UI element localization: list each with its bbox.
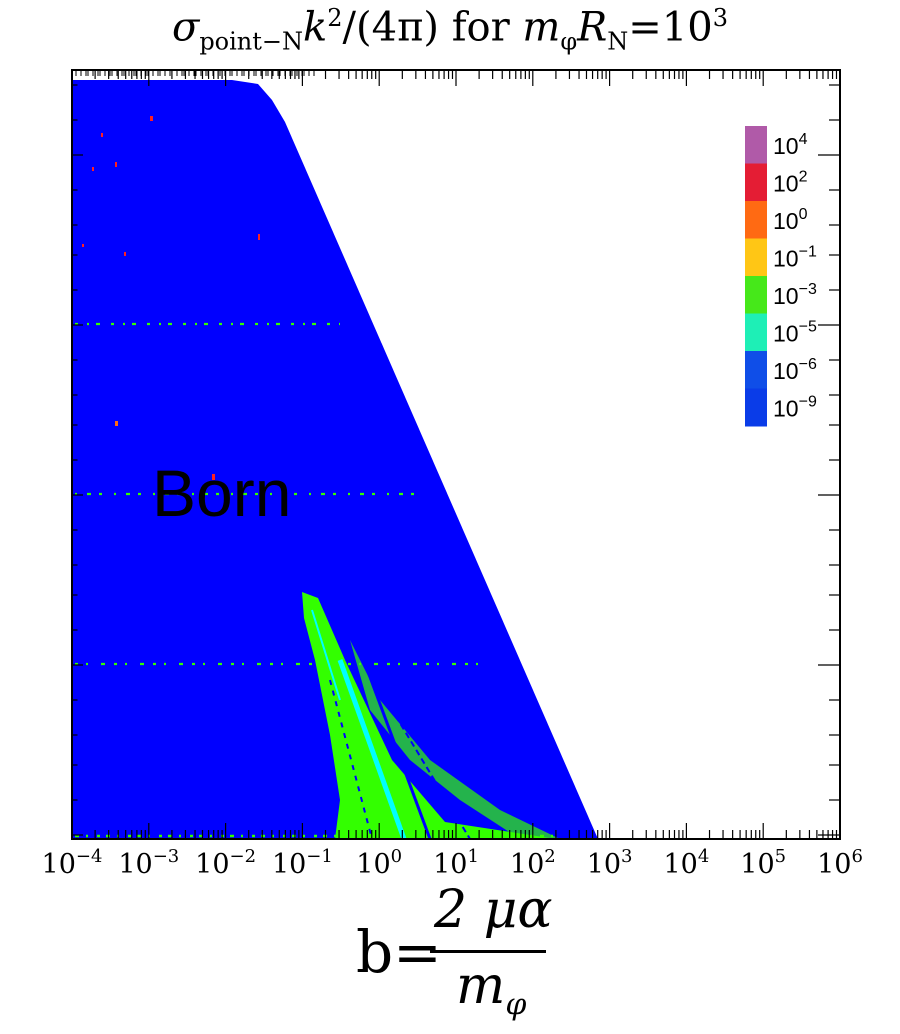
speckle — [82, 244, 84, 247]
title-r-sub: N — [607, 27, 629, 56]
title-m-sub: φ — [560, 27, 578, 56]
resonance-core-top — [311, 609, 341, 701]
born-region-label: Born — [152, 456, 292, 530]
fraction-bar — [430, 950, 546, 953]
born-region — [72, 80, 598, 839]
chart-title: σpoint−Nk2/(4π) for mφRN=103 — [0, 4, 900, 55]
x-tick-label: 105 — [740, 846, 786, 880]
resonance-gap-1 — [358, 649, 432, 839]
speckle — [101, 133, 103, 137]
resonance-fan — [302, 592, 556, 839]
legend-swatch — [745, 351, 767, 389]
x-tick-labels: 10−4 10−3 10−2 10−1 100 101 102 103 104 105 106 — [42, 846, 863, 880]
x-axis-label: b= 2 μα mφ — [356, 880, 556, 1030]
title-k: k — [303, 4, 328, 51]
speckle — [115, 162, 117, 167]
title-symbol: σ — [172, 4, 200, 51]
x-tick-label: 101 — [433, 846, 479, 880]
speckle — [124, 252, 126, 256]
title-r: R — [577, 4, 608, 51]
legend-swatch — [745, 201, 767, 239]
x-tick-label: 10−1 — [272, 846, 333, 880]
title-m: m — [522, 4, 561, 51]
x-axis-label-numerator: 2 μα — [434, 880, 553, 940]
denominator-sub: φ — [505, 987, 527, 1023]
x-tick-label: 10−2 — [195, 846, 256, 880]
legend-label: 100 — [773, 206, 808, 234]
legend-swatch — [745, 388, 767, 427]
x-axis-label-lhs: b= — [356, 918, 442, 986]
legend-swatch — [745, 126, 767, 164]
speckle — [212, 474, 215, 480]
legend-swatch — [745, 238, 767, 277]
title-eq-exp: 3 — [712, 4, 728, 32]
x-tick-label: 100 — [356, 846, 402, 880]
legend-swatch — [745, 276, 767, 314]
x-axis-label-denominator: mφ — [456, 956, 526, 1022]
title-rest: /(4π) for — [342, 4, 523, 51]
color-legend: 104 102 100 10−1 10−3 10−5 10−6 10−9 — [745, 126, 817, 427]
legend-label: 102 — [773, 169, 808, 197]
legend-label: 10−3 — [773, 281, 817, 309]
title-subscript: point−N — [199, 27, 304, 56]
speckle — [258, 234, 260, 240]
x-tick-label: 10−3 — [118, 846, 179, 880]
legend-label: 10−9 — [773, 394, 817, 422]
denominator-main: m — [456, 956, 506, 1016]
x-tick-label: 104 — [663, 846, 709, 880]
sparse-speckles — [82, 116, 260, 480]
title-k-exp: 2 — [327, 4, 343, 32]
resonance-gap-2 — [379, 689, 471, 839]
legend-label: 10−5 — [773, 319, 817, 347]
x-tick-marks — [71, 70, 838, 839]
resonance-core — [337, 659, 407, 839]
x-tick-label: 102 — [510, 846, 556, 880]
resonance-region — [302, 592, 560, 839]
legend-label: 104 — [773, 131, 808, 159]
legend-label: 10−6 — [773, 356, 817, 384]
y-tick-marks — [72, 84, 840, 836]
speckle — [115, 421, 118, 426]
legend-swatch — [745, 313, 767, 352]
legend-label: 10−1 — [773, 244, 817, 272]
title-eq: =10 — [628, 4, 713, 51]
speckle — [150, 116, 153, 121]
x-tick-label: 103 — [587, 846, 633, 880]
legend-swatch — [745, 163, 767, 202]
x-tick-label: 106 — [817, 846, 863, 880]
speckle — [92, 167, 94, 171]
x-tick-label: 10−4 — [42, 846, 103, 880]
